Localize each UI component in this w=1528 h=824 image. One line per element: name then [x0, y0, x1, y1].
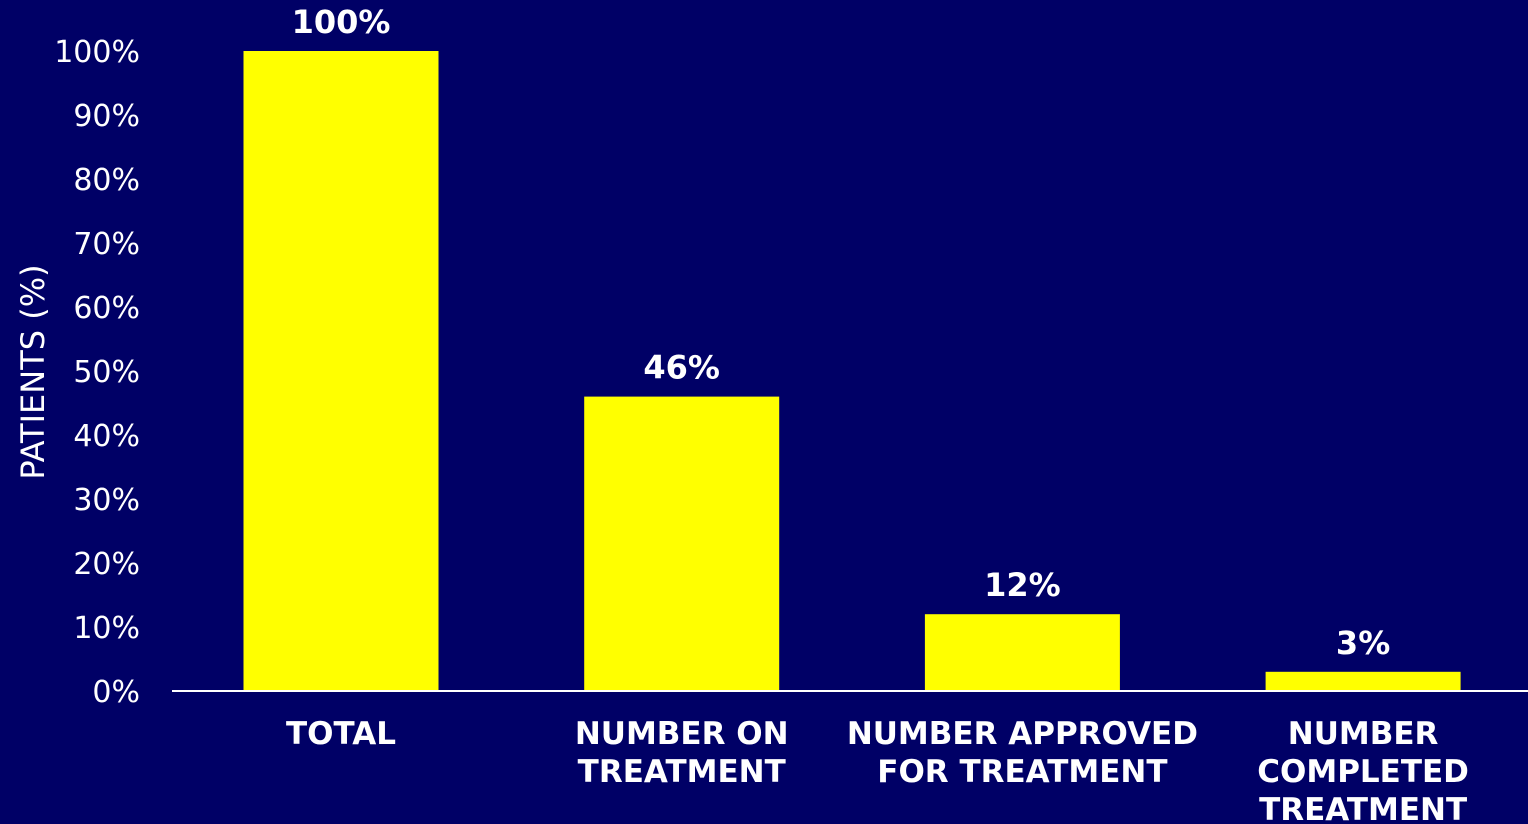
y-tick-label: 100% — [54, 35, 140, 70]
y-tick-label: 90% — [73, 99, 140, 134]
y-tick-label: 0% — [92, 675, 140, 710]
y-tick-label: 30% — [73, 483, 140, 518]
x-category-label: FOR TREATMENT — [877, 754, 1167, 790]
y-axis-label-group: PATIENTS (%) — [14, 264, 52, 479]
bar — [1265, 671, 1461, 691]
bar — [924, 614, 1120, 691]
x-category-label: NUMBER — [1288, 716, 1439, 752]
y-tick-label: 40% — [73, 419, 140, 454]
y-tick-label: 50% — [73, 355, 140, 390]
bar-value-label: 12% — [984, 566, 1061, 604]
y-axis-label: PATIENTS (%) — [14, 264, 52, 479]
bar — [243, 51, 439, 691]
bar-value-label: 3% — [1336, 624, 1390, 662]
x-category-label: NUMBER ON — [575, 716, 789, 752]
x-category-label: TOTAL — [286, 716, 396, 752]
y-tick-label: 70% — [73, 227, 140, 262]
y-tick-label: 10% — [73, 611, 140, 646]
y-tick-label: 80% — [73, 163, 140, 198]
x-category-label: TREATMENT — [578, 754, 786, 790]
x-category-label: TREATMENT — [1259, 792, 1467, 824]
bar-value-label: 100% — [292, 3, 391, 41]
value-labels: 100% 46% 12% 3% — [292, 3, 1391, 662]
y-axis-ticks: 0% 10% 20% 30% 40% 50% 60% 70% 80% 90% 100% — [54, 35, 140, 710]
bar-value-label: 46% — [643, 349, 720, 387]
y-tick-label: 60% — [73, 291, 140, 326]
y-tick-label: 20% — [73, 547, 140, 582]
bars — [243, 51, 1461, 691]
bar — [584, 396, 780, 691]
x-category-label: COMPLETED — [1257, 754, 1469, 790]
x-category-label: NUMBER APPROVED — [847, 716, 1198, 752]
